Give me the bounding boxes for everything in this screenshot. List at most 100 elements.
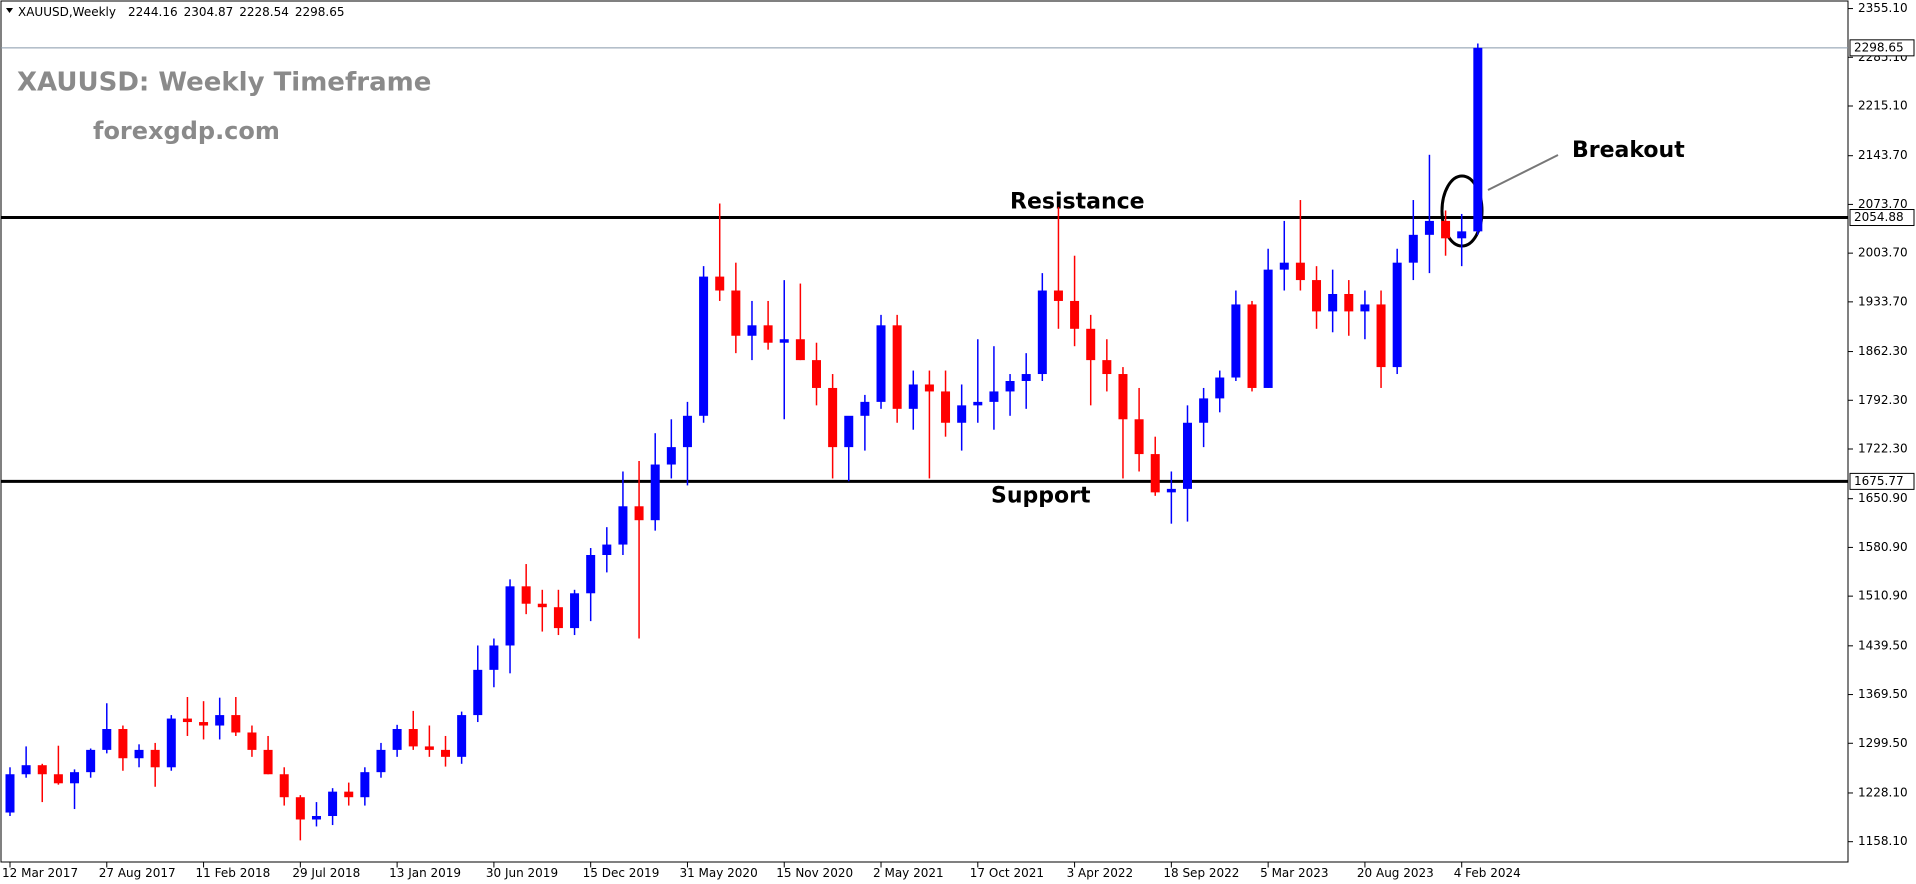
y-tick-label: 1439.50 <box>1858 638 1908 652</box>
candle-body <box>360 772 370 798</box>
level-value: 2054.88 <box>1854 210 1904 224</box>
candle-body <box>1070 300 1080 329</box>
y-tick-label: 1228.10 <box>1858 785 1908 799</box>
header-ohlc: 2228.54 <box>239 5 289 19</box>
candle-body <box>1053 290 1063 301</box>
candle-body <box>86 749 96 773</box>
y-tick-label: 1510.90 <box>1858 589 1908 603</box>
candle-body <box>21 765 31 775</box>
candle-body <box>602 544 612 556</box>
candle-body <box>166 718 176 768</box>
candle-body <box>1344 293 1354 312</box>
x-tick-label: 15 Dec 2019 <box>583 866 660 880</box>
candle-body <box>844 415 854 448</box>
candle-body <box>989 391 999 402</box>
candle-body <box>682 415 692 448</box>
candle-body <box>1215 377 1225 399</box>
candle-body <box>795 339 805 361</box>
candle-body <box>247 732 257 750</box>
candle-body <box>118 729 128 759</box>
candle-body <box>715 276 725 291</box>
candle-body <box>1263 269 1273 388</box>
candle-body <box>1408 234 1418 263</box>
candle-body <box>763 325 773 343</box>
y-tick-label: 1792.30 <box>1858 393 1908 407</box>
x-tick-label: 4 Feb 2024 <box>1454 866 1521 880</box>
y-tick-label: 2003.70 <box>1858 246 1908 260</box>
candle-body <box>1473 47 1483 232</box>
header-arrow <box>6 8 13 13</box>
candle-body <box>311 816 321 820</box>
x-tick-label: 15 Nov 2020 <box>776 866 853 880</box>
level-name: Support <box>991 483 1091 508</box>
x-tick-label: 18 Sep 2022 <box>1163 866 1239 880</box>
candle-body <box>1005 380 1015 392</box>
candle-body <box>457 715 467 757</box>
header-ohlc: 2244.16 <box>128 5 178 19</box>
candle-body <box>328 791 338 817</box>
candle-body <box>666 447 676 465</box>
candle-body <box>1150 454 1160 493</box>
current-price-box <box>1849 39 1915 57</box>
candle-body <box>876 325 886 402</box>
candle-body <box>1376 304 1386 368</box>
candle-body <box>199 722 209 726</box>
candle-body <box>263 749 273 775</box>
x-tick-label: 11 Feb 2018 <box>196 866 271 880</box>
header-ohlc: 2304.87 <box>184 5 234 19</box>
candle-body <box>1021 374 1031 381</box>
candle-body <box>344 791 354 798</box>
level-box <box>1849 209 1915 227</box>
candle-body <box>150 749 160 768</box>
candle-body <box>1231 304 1241 378</box>
plot-frame <box>0 0 1849 863</box>
candle-body <box>441 749 451 757</box>
header: XAUUSD,Weekly 2244.16 2304.87 2228.54 2298.6… <box>18 5 344 19</box>
breakout-label: Breakout <box>1572 138 1685 163</box>
candle-body <box>1392 262 1402 368</box>
candle-body <box>892 325 902 409</box>
y-tick-label: 1299.50 <box>1858 736 1908 750</box>
candle-body <box>537 603 547 608</box>
candle-body <box>1037 290 1047 375</box>
candle-body <box>941 391 951 423</box>
candle-body <box>1134 419 1144 455</box>
y-tick-label: 1862.30 <box>1858 344 1908 358</box>
candle-body <box>1457 231 1467 239</box>
candle-body <box>618 506 628 545</box>
y-tick-label: 1369.50 <box>1858 687 1908 701</box>
candle-body <box>408 729 418 747</box>
x-tick-label: 2 May 2021 <box>873 866 944 880</box>
x-tick-label: 20 Aug 2023 <box>1357 866 1434 880</box>
candle-body <box>37 765 47 775</box>
header-symbol: XAUUSD,Weekly <box>18 5 116 19</box>
candle-body <box>1166 488 1176 493</box>
chart-subtitle: forexgdp.com <box>93 117 280 145</box>
y-tick-label: 2143.70 <box>1858 148 1908 162</box>
y-tick-label: 1933.70 <box>1858 294 1908 308</box>
candle-body <box>279 774 289 798</box>
candle-body <box>553 607 563 629</box>
candle-body <box>779 339 789 343</box>
header-ohlc: 2298.65 <box>295 5 345 19</box>
x-tick-label: 31 May 2020 <box>679 866 757 880</box>
candle-body <box>392 729 402 750</box>
candle-body <box>70 772 80 784</box>
candle-body <box>828 387 838 448</box>
candle-body <box>570 593 580 629</box>
y-tick-label: 1650.90 <box>1858 491 1908 505</box>
candle-body <box>731 290 741 336</box>
candle-body <box>1295 262 1305 281</box>
candle-body <box>973 401 983 406</box>
chart-title: XAUUSD: Weekly Timeframe <box>17 68 431 98</box>
candle-body <box>1328 293 1338 312</box>
y-tick-label: 1158.10 <box>1858 834 1908 848</box>
candle-body <box>53 774 63 784</box>
level-value: 1675.77 <box>1854 474 1904 488</box>
level-box <box>1849 472 1915 490</box>
x-tick-label: 30 Jun 2019 <box>486 866 558 880</box>
candle-body <box>424 746 434 750</box>
candle-body <box>102 729 112 750</box>
candle-body <box>521 586 531 604</box>
